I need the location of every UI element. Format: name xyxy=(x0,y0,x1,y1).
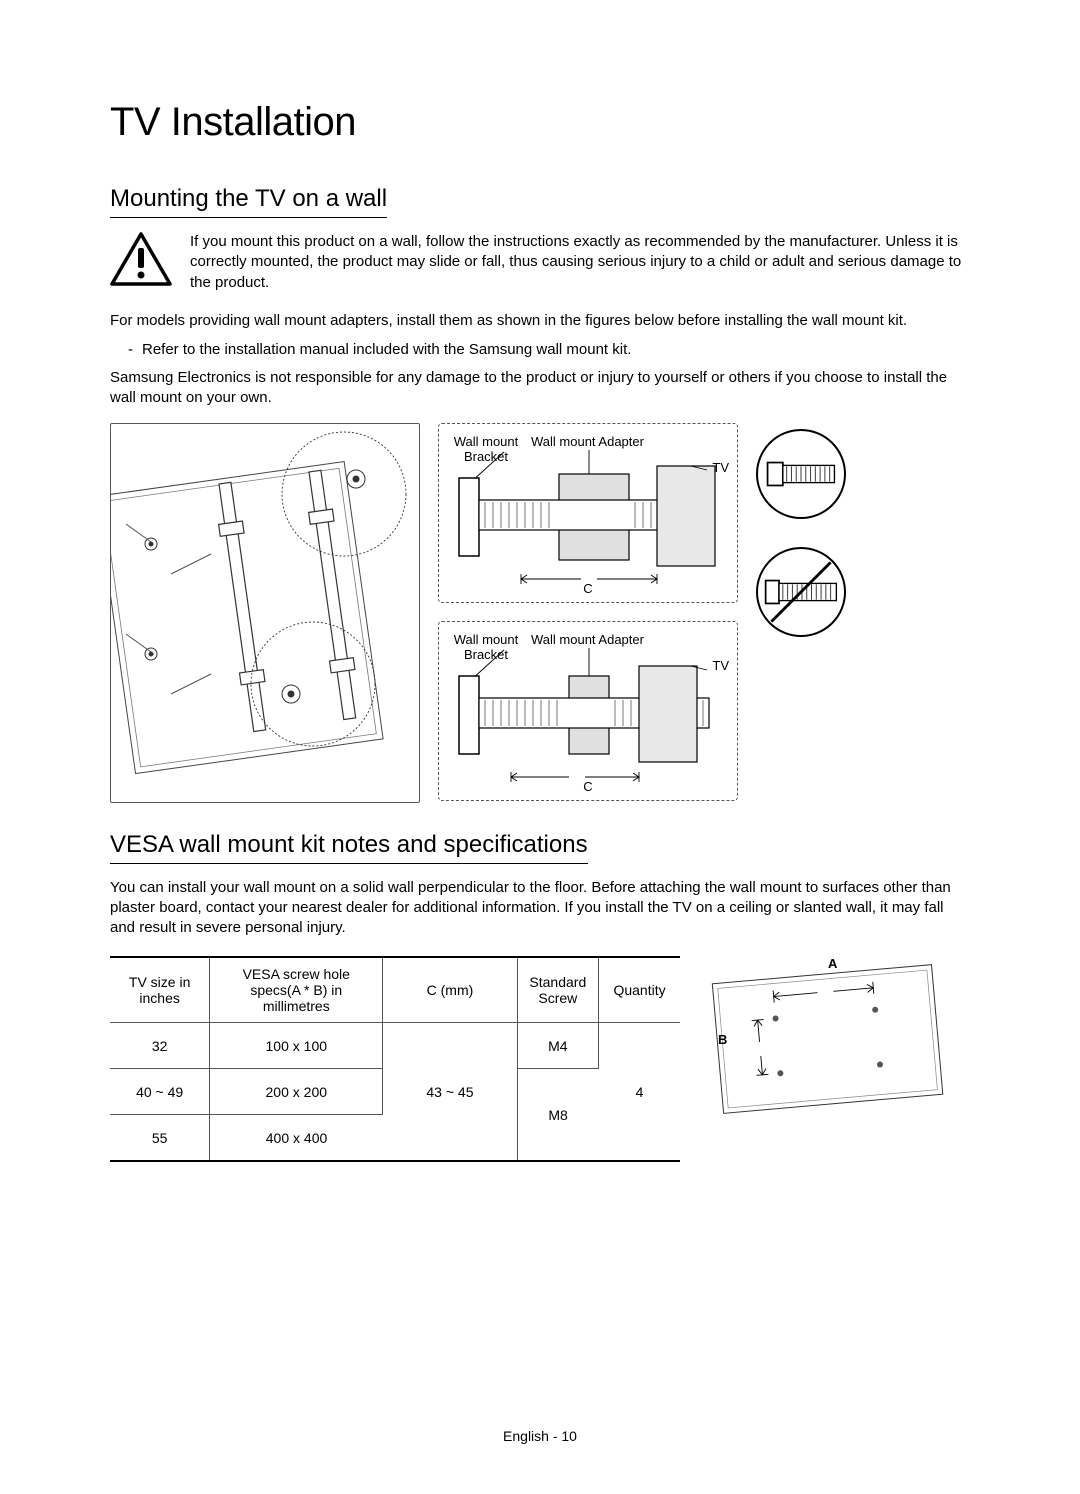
warning-text: If you mount this product on a wall, fol… xyxy=(190,232,970,293)
diagram-cross-section-2: Wall mount Bracket Wall mount Adapter TV… xyxy=(438,621,738,801)
mounting-bullet-list: Refer to the installation manual include… xyxy=(110,339,970,360)
cell-screw-merged: M8 xyxy=(517,1069,598,1161)
diagram-tv-back-panel xyxy=(110,423,420,803)
cell-size-1: 40 ~ 49 xyxy=(110,1069,210,1115)
mounting-para-2: Samsung Electronics is not responsible f… xyxy=(110,368,970,409)
col-vesa-spec: VESA screw hole specs(A * B) in millimet… xyxy=(210,957,383,1023)
col-c-mm: C (mm) xyxy=(383,957,517,1023)
cell-c-merged: 43 ~ 45 xyxy=(383,1023,517,1161)
page-footer: English - 10 xyxy=(0,1428,1080,1444)
mounting-para-1: For models providing wall mount adapters… xyxy=(110,311,970,331)
section-mounting-title: Mounting the TV on a wall xyxy=(110,185,387,218)
label-a: A xyxy=(828,956,837,971)
diagram-cross-sections: Wall mount Bracket Wall mount Adapter TV… xyxy=(438,423,738,803)
vesa-ab-diagram: A B xyxy=(700,946,960,1126)
table-header-row: TV size in inches VESA screw hole specs(… xyxy=(110,957,680,1023)
vesa-spec-table: TV size in inches VESA screw hole specs(… xyxy=(110,956,680,1162)
cell-screw-0: M4 xyxy=(517,1023,598,1069)
warning-triangle-icon xyxy=(110,232,172,286)
screw-prohibited-icon xyxy=(756,547,846,637)
cell-size-2: 55 xyxy=(110,1115,210,1161)
cell-size-0: 32 xyxy=(110,1023,210,1069)
col-standard-screw: Standard Screw xyxy=(517,957,598,1023)
diagram-row: Wall mount Bracket Wall mount Adapter TV… xyxy=(110,423,970,803)
screw-ok-icon xyxy=(756,429,846,519)
col-quantity: Quantity xyxy=(599,957,680,1023)
cell-qty-merged: 4 xyxy=(599,1023,680,1161)
table-row: 32 100 x 100 43 ~ 45 M4 4 xyxy=(110,1023,680,1069)
diagram-cross-section-1: Wall mount Bracket Wall mount Adapter TV… xyxy=(438,423,738,603)
cell-spec-1: 200 x 200 xyxy=(210,1069,383,1115)
warning-block: If you mount this product on a wall, fol… xyxy=(110,232,970,301)
cell-spec-2: 400 x 400 xyxy=(210,1115,383,1161)
mounting-bullet-1: Refer to the installation manual include… xyxy=(128,339,970,360)
section-vesa-title: VESA wall mount kit notes and specificat… xyxy=(110,831,588,864)
vesa-para: You can install your wall mount on a sol… xyxy=(110,878,970,939)
cell-spec-0: 100 x 100 xyxy=(210,1023,383,1069)
label-b: B xyxy=(718,1032,727,1047)
page-title: TV Installation xyxy=(110,100,970,145)
col-tv-size: TV size in inches xyxy=(110,957,210,1023)
